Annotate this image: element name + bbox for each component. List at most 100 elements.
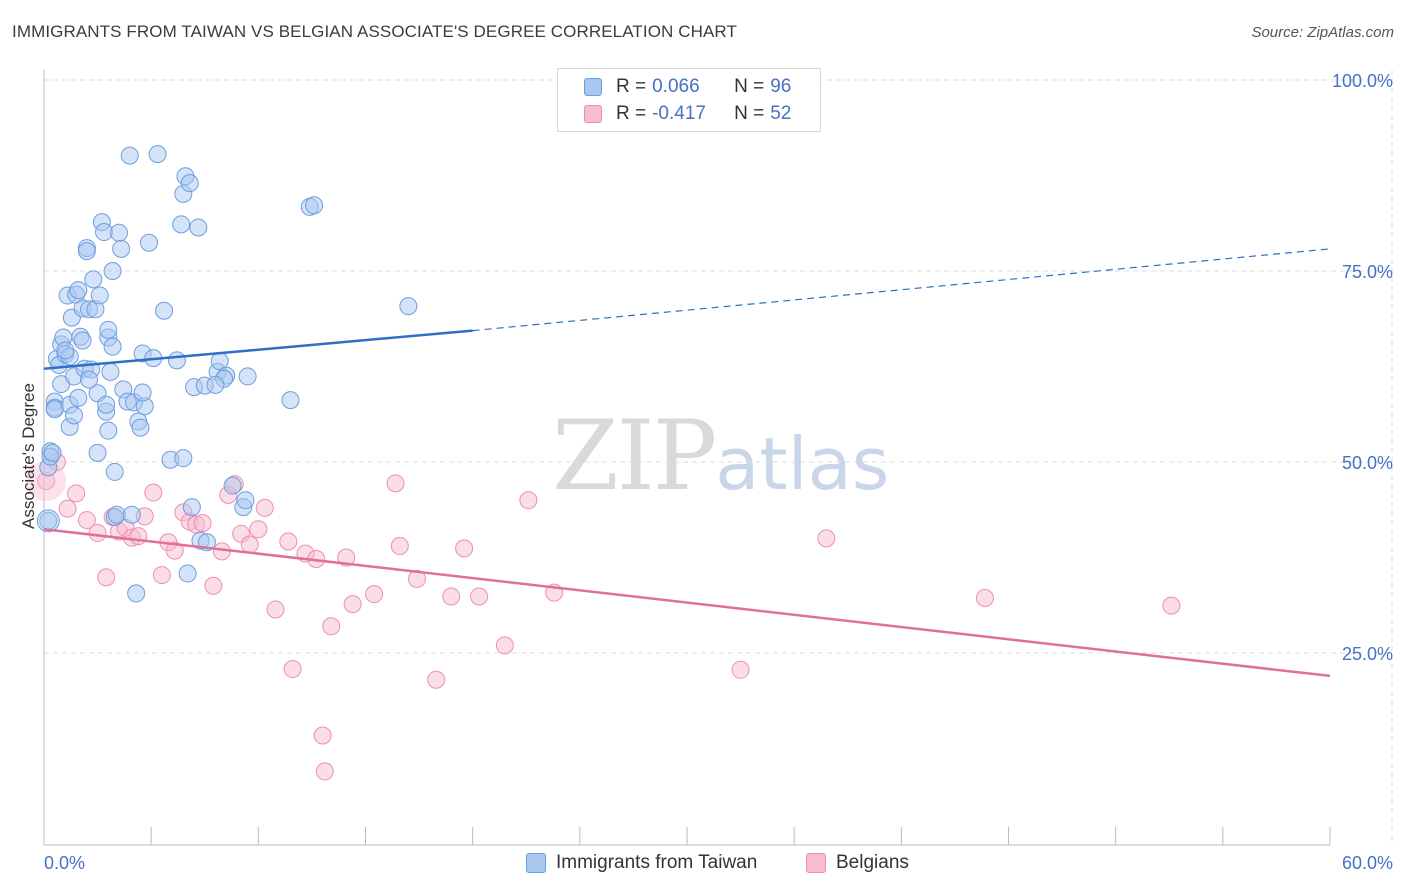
y-tick-label: 100.0% <box>1332 71 1393 91</box>
belgian-point <box>407 569 426 588</box>
belgian-point <box>144 483 163 502</box>
belgian-point <box>390 537 409 556</box>
y-tick-label: 25.0% <box>1342 644 1393 664</box>
axes <box>43 70 1331 846</box>
belgian-point <box>337 548 356 567</box>
taiwan-point <box>305 196 324 215</box>
belgian-point <box>165 541 184 560</box>
taiwan-point <box>90 286 109 305</box>
taiwan-trend-extension <box>472 248 1331 332</box>
taiwan-point <box>77 242 96 261</box>
taiwan-point <box>120 146 139 165</box>
taiwan-point <box>131 418 150 437</box>
belgian-point <box>283 660 302 679</box>
belgian-point <box>266 600 285 619</box>
x-tick-label: 60.0% <box>1342 853 1393 873</box>
belgian-point <box>343 595 362 614</box>
taiwan-point <box>80 370 99 389</box>
belgian-point <box>495 636 514 655</box>
taiwan-point <box>105 462 124 481</box>
taiwan-point <box>133 383 152 402</box>
taiwan-point <box>103 262 122 280</box>
y-tick-label: 50.0% <box>1342 453 1393 473</box>
taiwan-point <box>122 505 141 524</box>
legend-label-taiwan: Immigrants from Taiwan <box>556 852 758 873</box>
legend-item-taiwan: Immigrants from Taiwan <box>526 852 757 874</box>
legend-r-value: -0.417 <box>652 103 706 124</box>
taiwan-point <box>238 367 257 386</box>
belgians-swatch <box>584 105 602 123</box>
belgian-point <box>249 520 268 539</box>
belgian-point <box>255 498 274 517</box>
belgian-point <box>58 499 77 518</box>
taiwan-point <box>140 233 159 252</box>
taiwan-point <box>88 443 107 462</box>
taiwan-point <box>110 223 129 242</box>
taiwan-point <box>399 297 418 316</box>
belgian-trend-line <box>43 527 1331 678</box>
y-axis-label: Associate's Degree <box>19 383 38 529</box>
taiwan-point <box>65 406 84 425</box>
legend-r-label: R = <box>616 103 647 124</box>
taiwan-point <box>69 281 88 300</box>
belgian-point <box>152 566 171 585</box>
taiwan-trend-line <box>43 329 473 371</box>
taiwan-point <box>172 215 191 234</box>
belgian-point <box>240 535 259 554</box>
taiwan-point <box>236 491 255 510</box>
taiwan-point <box>69 388 88 407</box>
watermark: ZIPatlas <box>552 400 889 512</box>
taiwan-point <box>95 223 114 242</box>
taiwan-point <box>178 564 197 583</box>
legend-row-taiwan: R = 0.066 N = 96 <box>584 75 791 99</box>
belgian-point <box>731 660 750 679</box>
belgians-swatch <box>806 853 826 873</box>
belgian-point <box>129 527 148 546</box>
taiwan-point <box>84 270 103 289</box>
taiwan-point <box>112 239 131 258</box>
belgian-point <box>817 529 836 548</box>
belgian-point <box>427 670 446 689</box>
belgians-points <box>26 453 1181 781</box>
belgian-point <box>322 617 341 636</box>
taiwan-point <box>155 301 174 320</box>
tick-labels: 25.0% 50.0% 75.0% 100.0% 0.0% 60.0% Associate'… <box>19 71 1393 873</box>
belgian-point <box>77 511 96 530</box>
belgian-point <box>67 484 86 503</box>
belgian-point <box>470 587 489 606</box>
belgian-point <box>193 514 212 533</box>
belgian-point <box>88 524 107 543</box>
legend-label-belgians: Belgians <box>836 852 909 873</box>
watermark-atlas: atlas <box>715 422 890 506</box>
taiwan-point <box>45 400 64 419</box>
taiwan-point <box>103 337 122 356</box>
belgian-point <box>519 491 538 510</box>
correlation-legend: R = 0.066 N = 96 R = -0.417 N = 52 <box>557 68 821 132</box>
taiwan-point <box>223 476 242 495</box>
taiwan-point <box>56 341 75 360</box>
taiwan-point <box>107 505 126 524</box>
taiwan-point <box>99 421 118 440</box>
belgian-point <box>97 568 116 587</box>
taiwan-point <box>174 449 193 468</box>
watermark-zip: ZIP <box>552 400 717 512</box>
taiwan-point <box>148 145 167 164</box>
chart-title: IMMIGRANTS FROM TAIWAN VS BELGIAN ASSOCI… <box>12 22 737 41</box>
taiwan-point <box>206 375 225 394</box>
taiwan-point <box>73 331 92 350</box>
source-credit: Source: ZipAtlas.com <box>1251 24 1394 41</box>
belgian-point <box>313 726 332 745</box>
taiwan-point <box>101 362 120 381</box>
belgian-point <box>975 588 994 607</box>
series-legend: Immigrants from Taiwan Belgians <box>0 852 1406 878</box>
taiwan-point <box>167 351 186 370</box>
belgian-point <box>442 587 461 606</box>
taiwan-swatch <box>584 78 602 96</box>
belgian-point <box>386 474 405 493</box>
grid-lines <box>44 70 1393 845</box>
legend-n-value: 96 <box>770 76 792 97</box>
legend-n-label: N = <box>734 76 765 97</box>
belgian-point <box>204 576 223 595</box>
belgian-point <box>315 762 334 781</box>
